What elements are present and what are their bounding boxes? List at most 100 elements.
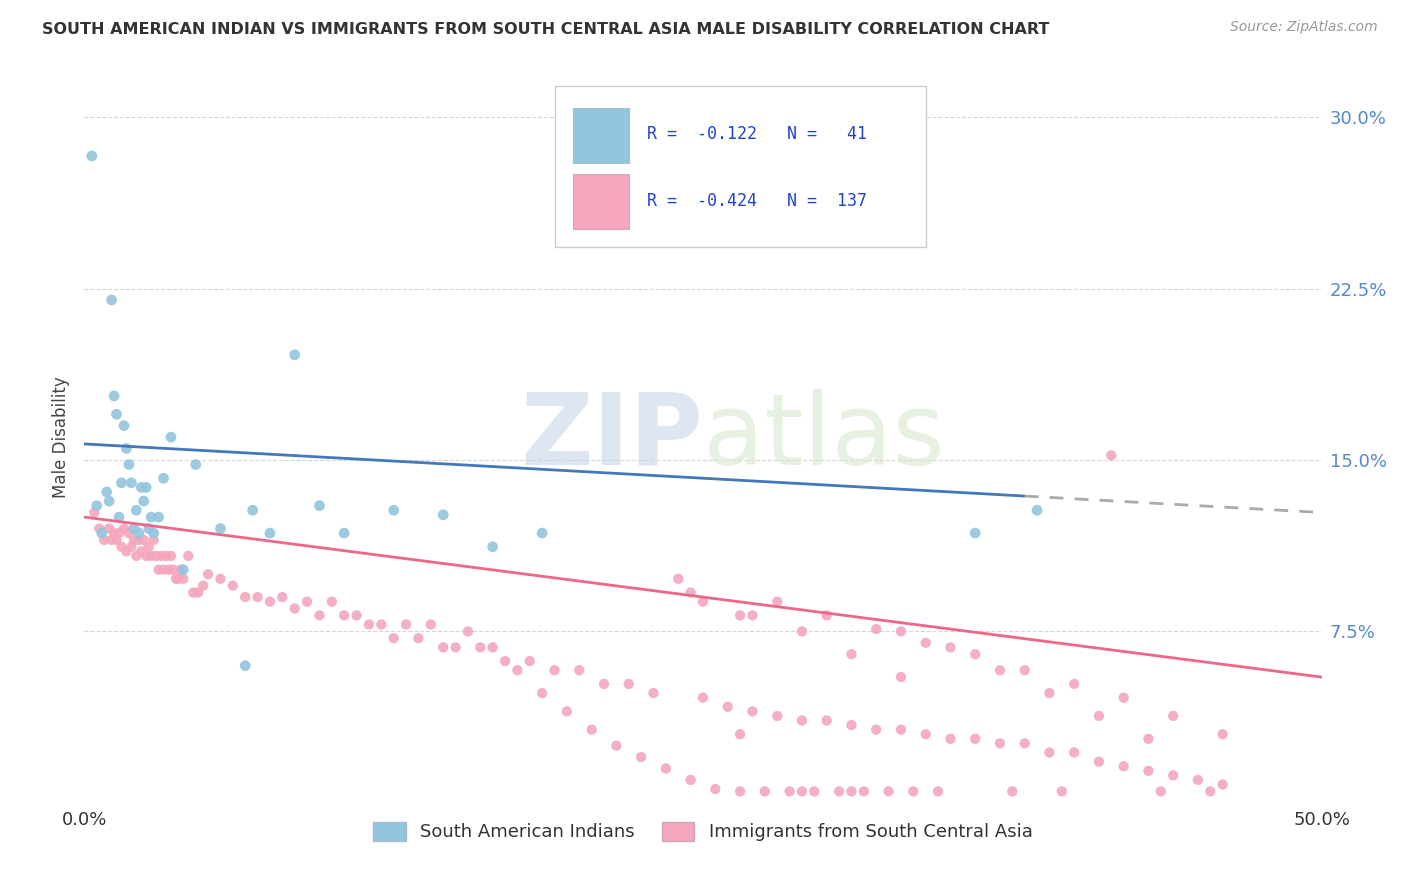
Point	[160, 549, 183, 563]
Point	[988, 663, 1011, 677]
Point	[1063, 677, 1085, 691]
Point	[246, 590, 269, 604]
Point	[209, 572, 232, 586]
Text: atlas: atlas	[703, 389, 945, 485]
Point	[167, 572, 190, 586]
Point	[1038, 686, 1060, 700]
Point	[129, 480, 152, 494]
Point	[1038, 746, 1060, 760]
Point	[815, 608, 838, 623]
Point	[1187, 772, 1209, 787]
Point	[284, 348, 307, 362]
Point	[112, 418, 135, 433]
Point	[160, 430, 183, 444]
Point	[370, 617, 392, 632]
Point	[877, 784, 900, 798]
Point	[122, 533, 145, 547]
Point	[741, 608, 763, 623]
Point	[138, 540, 160, 554]
Point	[271, 590, 294, 604]
Point	[965, 731, 987, 746]
Point	[568, 663, 591, 677]
Point	[865, 622, 887, 636]
Point	[481, 640, 503, 655]
Point	[152, 471, 174, 485]
Point	[259, 526, 281, 541]
Point	[103, 389, 125, 403]
Point	[1112, 759, 1135, 773]
FancyBboxPatch shape	[574, 174, 628, 228]
Point	[125, 549, 148, 563]
Point	[177, 549, 200, 563]
Point	[172, 572, 194, 586]
Point	[90, 526, 112, 541]
Point	[115, 442, 138, 456]
Point	[803, 784, 825, 798]
Text: SOUTH AMERICAN INDIAN VS IMMIGRANTS FROM SOUTH CENTRAL ASIA MALE DISABILITY CORR: SOUTH AMERICAN INDIAN VS IMMIGRANTS FROM…	[42, 22, 1049, 37]
Point	[157, 563, 180, 577]
Point	[382, 503, 405, 517]
Point	[284, 601, 307, 615]
Point	[1199, 784, 1222, 798]
Point	[1001, 784, 1024, 798]
FancyBboxPatch shape	[554, 86, 925, 247]
Point	[432, 508, 454, 522]
Point	[1026, 503, 1049, 517]
Point	[1050, 784, 1073, 798]
FancyBboxPatch shape	[574, 108, 628, 163]
Point	[333, 526, 356, 541]
Point	[346, 608, 368, 623]
Point	[103, 526, 125, 541]
Point	[233, 590, 256, 604]
Point	[506, 663, 529, 677]
Point	[903, 784, 925, 798]
Point	[728, 784, 751, 798]
Point	[128, 533, 150, 547]
Point	[605, 739, 627, 753]
Point	[209, 521, 232, 535]
Point	[132, 533, 155, 547]
Point	[222, 579, 245, 593]
Point	[1088, 709, 1111, 723]
Point	[1014, 736, 1036, 750]
Point	[1150, 784, 1173, 798]
Point	[692, 595, 714, 609]
Point	[135, 480, 157, 494]
Point	[105, 533, 128, 547]
Point	[988, 736, 1011, 750]
Point	[1014, 663, 1036, 677]
Point	[914, 727, 936, 741]
Point	[233, 658, 256, 673]
Point	[828, 784, 851, 798]
Point	[790, 714, 813, 728]
Point	[98, 521, 121, 535]
Point	[790, 784, 813, 798]
Point	[333, 608, 356, 623]
Point	[815, 714, 838, 728]
Point	[1161, 709, 1184, 723]
Point	[666, 572, 689, 586]
Text: Source: ZipAtlas.com: Source: ZipAtlas.com	[1230, 20, 1378, 34]
Point	[531, 526, 554, 541]
Point	[110, 475, 132, 490]
Point	[1137, 731, 1160, 746]
Point	[93, 533, 115, 547]
Point	[118, 458, 141, 472]
Point	[382, 632, 405, 646]
Point	[1212, 727, 1234, 741]
Point	[543, 663, 565, 677]
Point	[128, 526, 150, 541]
Text: R =  -0.122   N =   41: R = -0.122 N = 41	[647, 125, 868, 143]
Point	[148, 563, 170, 577]
Point	[965, 526, 987, 541]
Point	[172, 563, 194, 577]
Point	[120, 475, 142, 490]
Point	[141, 549, 163, 563]
Point	[704, 782, 727, 797]
Point	[679, 772, 702, 787]
Point	[741, 705, 763, 719]
Point	[120, 540, 142, 554]
Point	[1137, 764, 1160, 778]
Point	[643, 686, 665, 700]
Point	[481, 540, 503, 554]
